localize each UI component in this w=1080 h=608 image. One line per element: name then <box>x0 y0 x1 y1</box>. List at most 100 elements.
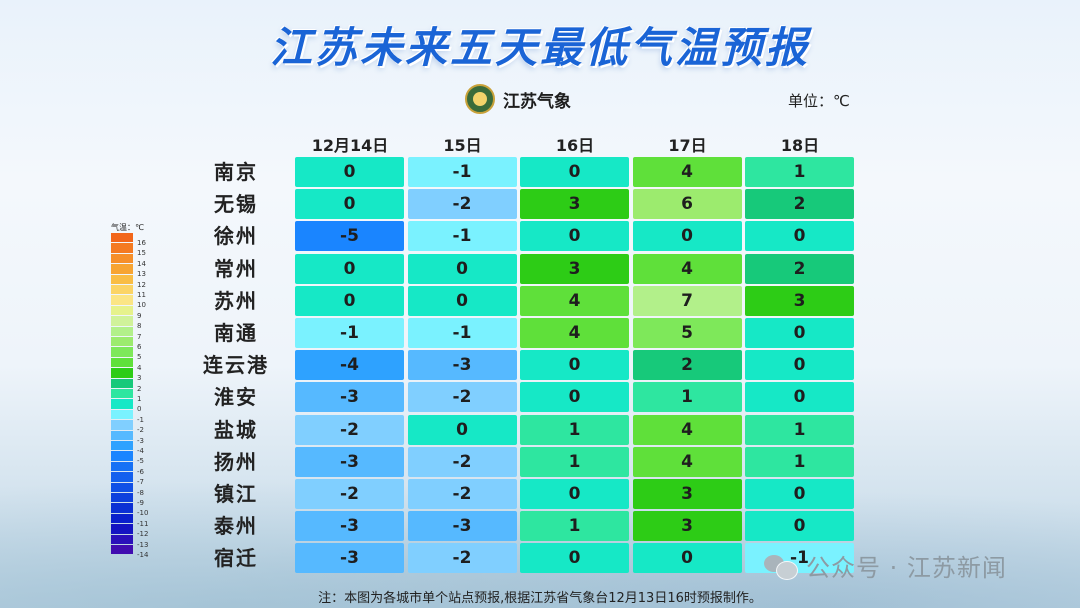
city-label: 南通 <box>214 321 258 345</box>
temperature-cell: 4 <box>632 414 742 445</box>
legend-label: -11 <box>137 519 149 528</box>
legend-swatch <box>111 503 133 513</box>
footnote: 注：本图为各城市单个站点预报,根据江苏省气象台12月13日16时预报制作。 <box>318 591 762 606</box>
temperature-cell: -1 <box>295 318 404 348</box>
legend-label: 6 <box>137 343 142 351</box>
legend-label: -3 <box>137 436 144 445</box>
city-label: 无锡 <box>214 192 258 217</box>
legend-swatch <box>111 305 133 316</box>
legend-swatch <box>111 274 133 284</box>
temperature-cell: 3 <box>520 253 629 284</box>
temperature-cell: 0 <box>520 350 629 381</box>
legend-label: 0 <box>137 405 142 414</box>
temperature-cell: 0 <box>745 479 854 509</box>
temperature-cell: -2 <box>407 446 517 477</box>
temperature-cell: -3 <box>295 511 404 542</box>
temperature-cell: 2 <box>745 253 854 284</box>
legend-swatch <box>111 285 133 295</box>
legend-label: -14 <box>137 551 149 559</box>
temperature-cell: 0 <box>295 157 404 187</box>
temperature-cell: -2 <box>407 189 517 220</box>
city-label: 苏州 <box>214 288 258 313</box>
temperature-cell: -2 <box>407 382 517 413</box>
temperature-cell: 3 <box>520 189 629 220</box>
legend-swatch <box>111 472 133 482</box>
temperature-cell: 3 <box>632 479 742 509</box>
temperature-cell: 0 <box>295 253 404 284</box>
temperature-cell: 0 <box>745 318 854 348</box>
legend-swatch <box>111 513 133 524</box>
temperature-cell: 0 <box>745 221 854 252</box>
temperature-cell: 0 <box>407 414 517 445</box>
temperature-cell: 0 <box>745 350 854 381</box>
legend-label: -8 <box>137 488 144 497</box>
legend-swatch <box>111 534 133 544</box>
column-header: 18日 <box>780 136 820 155</box>
legend-label: -5 <box>137 457 144 466</box>
column-header: 12月14日 <box>311 136 389 155</box>
legend-label: 2 <box>137 384 142 393</box>
legend-swatch <box>111 243 133 253</box>
page-title: 江苏未来五天最低气温预报 <box>269 23 810 72</box>
temperature-cell: 1 <box>745 446 854 477</box>
legend-label: -12 <box>137 530 149 539</box>
temperature-cell: -3 <box>407 511 517 542</box>
temperature-cell: 0 <box>745 511 854 542</box>
legend-title: 气温：℃ <box>111 223 144 232</box>
temperature-cell: 3 <box>745 285 854 316</box>
legend-swatch <box>111 545 133 555</box>
legend-label: 7 <box>137 332 142 341</box>
legend-label: 3 <box>137 374 142 383</box>
legend-swatch <box>111 389 133 399</box>
column-header: 15日 <box>443 136 482 155</box>
temperature-cell: 1 <box>745 157 854 187</box>
emblem-icon <box>465 84 495 114</box>
temperature-cell: -2 <box>407 543 517 574</box>
temperature-cell: 0 <box>745 382 854 413</box>
temperature-cell: 1 <box>632 382 742 413</box>
legend-swatch <box>111 347 133 357</box>
legend-label: -6 <box>137 467 144 476</box>
temperature-cell: 6 <box>632 189 742 220</box>
legend-label: 11 <box>137 291 146 299</box>
temperature-cell: -2 <box>295 479 404 509</box>
city-label: 泰州 <box>214 514 258 539</box>
temperature-cell: 0 <box>295 189 404 220</box>
temperature-cell: -1 <box>407 221 517 252</box>
temperature-cell: 1 <box>520 414 629 445</box>
legend-label: 16 <box>137 239 146 247</box>
temperature-cell: 1 <box>520 446 629 477</box>
legend-label: 9 <box>137 311 142 320</box>
legend-label: 13 <box>137 270 146 279</box>
temperature-cell: 0 <box>520 479 629 509</box>
legend-label: -9 <box>137 499 144 507</box>
legend-label: -4 <box>137 447 144 455</box>
temperature-cell: -3 <box>295 382 404 413</box>
legend-swatch <box>111 482 133 492</box>
legend-swatch <box>111 524 133 534</box>
legend-swatch <box>111 451 133 461</box>
temperature-cell: -3 <box>295 543 404 574</box>
legend-label: -2 <box>137 426 144 435</box>
temperature-cell: 3 <box>632 511 742 542</box>
temperature-cell: 0 <box>520 157 629 187</box>
legend-swatch <box>111 253 133 264</box>
temperature-cell: -2 <box>407 479 517 509</box>
temperature-cell: 4 <box>632 446 742 477</box>
legend-swatch <box>111 493 133 503</box>
temperature-cell: -3 <box>407 350 517 381</box>
legend-label: 4 <box>137 363 142 372</box>
legend-swatch <box>111 264 133 274</box>
temperature-cell: 1 <box>520 511 629 542</box>
temperature-cell: -1 <box>407 157 517 187</box>
temperature-cell: 0 <box>520 221 629 252</box>
watermark: 公众号 · 江苏新闻 <box>764 548 1007 583</box>
legend-swatch <box>111 399 133 409</box>
legend-label: 14 <box>137 259 146 268</box>
city-label: 宿迁 <box>214 546 258 571</box>
legend-label: 8 <box>137 322 142 331</box>
city-label: 连云港 <box>203 353 269 378</box>
legend-swatch <box>111 430 133 440</box>
temperature-cell: 0 <box>407 285 517 316</box>
city-label: 南京 <box>214 160 258 184</box>
